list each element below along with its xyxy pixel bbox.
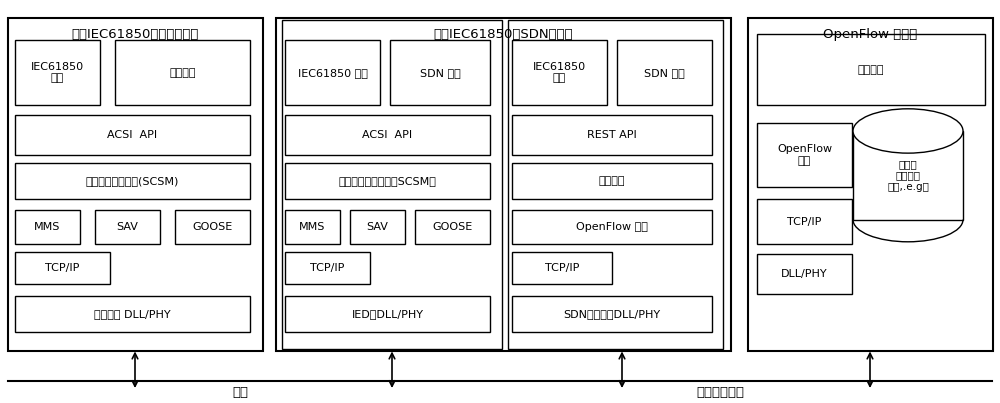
Text: SDN 封装: SDN 封装 — [644, 68, 685, 77]
Bar — [8, 18, 263, 351]
Text: IEC61850 驱动: IEC61850 驱动 — [298, 68, 367, 77]
Text: 远程驱动: 远程驱动 — [169, 68, 196, 77]
Text: GOOSE: GOOSE — [192, 222, 233, 232]
Text: MMS: MMS — [34, 222, 61, 232]
Bar — [390, 40, 490, 105]
Bar — [757, 254, 852, 294]
Bar — [512, 40, 607, 105]
Text: 网络服务: 网络服务 — [599, 177, 625, 186]
Text: 数据库
（流表，
日志,.e.g）: 数据库 （流表， 日志,.e.g） — [887, 159, 929, 192]
Text: REST API: REST API — [587, 130, 637, 140]
Ellipse shape — [853, 109, 963, 153]
Text: SAV: SAV — [367, 222, 388, 232]
Text: GOOSE: GOOSE — [432, 222, 473, 232]
Text: 软件定义网络: 软件定义网络 — [696, 386, 744, 399]
Text: IEC61850
封装: IEC61850 封装 — [533, 62, 586, 83]
Bar — [95, 210, 160, 244]
Bar — [757, 34, 985, 105]
Bar — [15, 163, 250, 199]
Text: SDN 驱动: SDN 驱动 — [420, 68, 460, 77]
Text: DLL/PHY: DLL/PHY — [781, 269, 828, 279]
Bar — [15, 40, 100, 105]
Bar — [285, 210, 340, 244]
Bar — [175, 210, 250, 244]
Text: TCP/IP: TCP/IP — [787, 217, 822, 226]
Bar — [853, 131, 963, 220]
Text: TCP/IP: TCP/IP — [310, 263, 345, 273]
Bar — [512, 115, 712, 155]
Text: TCP/IP: TCP/IP — [545, 263, 579, 273]
Text: 特殊通信服务映射（SCSM）: 特殊通信服务映射（SCSM） — [339, 177, 436, 186]
Bar — [285, 40, 380, 105]
Bar — [285, 115, 490, 155]
Bar — [748, 18, 993, 351]
Bar — [15, 115, 250, 155]
Bar — [512, 252, 612, 284]
Text: ACSI  API: ACSI API — [362, 130, 413, 140]
Text: 特别通信服务映射(SCSM): 特别通信服务映射(SCSM) — [86, 177, 179, 186]
Text: IEC61850
驱动: IEC61850 驱动 — [31, 62, 84, 83]
Text: SAV: SAV — [117, 222, 138, 232]
Bar — [276, 18, 731, 351]
Text: IED的DLL/PHY: IED的DLL/PHY — [351, 310, 423, 319]
Text: 基于IEC61850的变电站应用: 基于IEC61850的变电站应用 — [72, 28, 199, 41]
Text: MMS: MMS — [299, 222, 326, 232]
Bar — [757, 199, 852, 244]
Bar — [285, 163, 490, 199]
Text: OpenFlow
驱动: OpenFlow 驱动 — [777, 144, 832, 166]
Bar — [350, 210, 405, 244]
Text: OpenFlow 交换机: OpenFlow 交换机 — [823, 28, 918, 41]
Bar — [285, 252, 370, 284]
Bar — [282, 20, 502, 349]
Bar — [508, 20, 723, 349]
Bar — [115, 40, 250, 105]
Bar — [15, 252, 110, 284]
Text: TCP/IP: TCP/IP — [45, 263, 80, 273]
Bar — [512, 210, 712, 244]
Text: ACSI  API: ACSI API — [107, 130, 158, 140]
Text: OpenFlow 驱动: OpenFlow 驱动 — [576, 222, 648, 232]
Text: 流表执行: 流表执行 — [858, 64, 884, 75]
Bar — [285, 296, 490, 332]
Text: 变电站的 DLL/PHY: 变电站的 DLL/PHY — [94, 310, 171, 319]
Bar — [512, 296, 712, 332]
Bar — [512, 163, 712, 199]
Bar — [15, 296, 250, 332]
Text: 基于IEC61850的SDN控制器: 基于IEC61850的SDN控制器 — [434, 28, 573, 41]
Bar — [15, 210, 80, 244]
Text: SDN控制器的DLL/PHY: SDN控制器的DLL/PHY — [563, 310, 661, 319]
Text: 电网: 电网 — [232, 386, 248, 399]
Bar — [757, 123, 852, 187]
Bar — [617, 40, 712, 105]
Bar — [415, 210, 490, 244]
